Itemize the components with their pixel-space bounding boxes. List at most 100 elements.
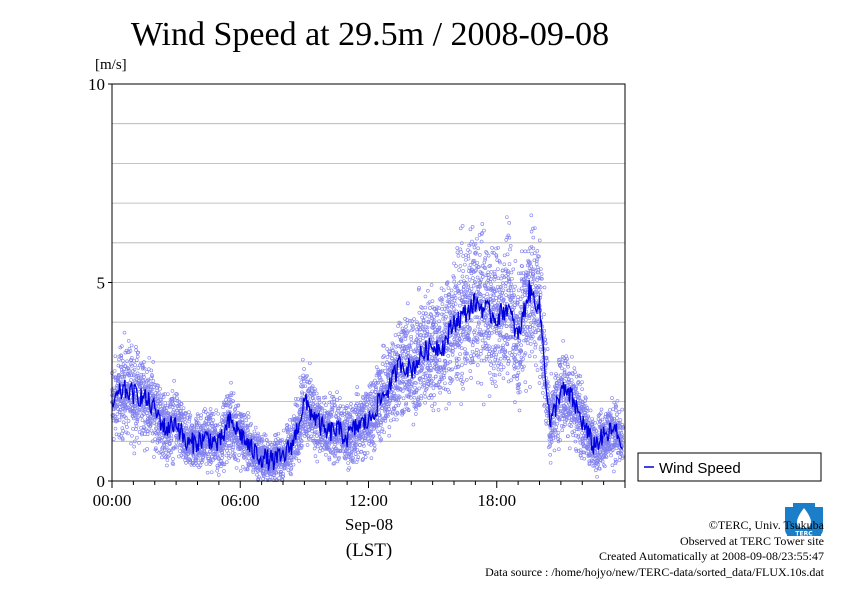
scatter-point — [191, 453, 196, 458]
scatter-point — [522, 364, 526, 369]
scatter-point — [132, 451, 137, 456]
scatter-point — [180, 421, 185, 425]
scatter-point — [294, 439, 299, 444]
scatter-point — [535, 249, 540, 253]
scatter-point — [491, 366, 496, 371]
scatter-point — [188, 413, 193, 418]
scatter-point — [423, 294, 428, 299]
scatter-point — [471, 276, 475, 280]
scatter-point — [274, 432, 279, 437]
scatter-point — [245, 423, 250, 428]
scatter-point — [111, 413, 115, 418]
scatter-point — [149, 368, 154, 373]
scatter-point — [149, 387, 153, 392]
scatter-point — [422, 391, 427, 395]
scatter-point — [524, 389, 528, 393]
scatter-point — [429, 352, 433, 357]
scatter-point — [171, 462, 176, 466]
scatter-point — [118, 378, 123, 382]
scatter-point — [223, 403, 228, 407]
scatter-point — [143, 421, 148, 425]
scatter-point — [484, 354, 489, 359]
scatter-point — [134, 358, 139, 362]
scatter-point — [211, 418, 216, 422]
scatter-point — [280, 478, 285, 483]
scatter-point — [501, 365, 506, 369]
scatter-point — [162, 406, 167, 411]
scatter-point — [196, 460, 201, 465]
scatter-point — [231, 442, 236, 447]
scatter-point — [355, 385, 360, 389]
scatter-point — [151, 360, 156, 364]
scatter-point — [129, 358, 133, 362]
scatter-point — [156, 394, 160, 399]
scatter-point — [204, 452, 209, 456]
scatter-point — [281, 474, 286, 479]
scatter-point — [187, 417, 192, 421]
scatter-point — [134, 424, 139, 428]
scatter-point — [458, 352, 462, 356]
scatter-point — [199, 413, 204, 417]
scatter-point — [149, 428, 154, 433]
scatter-point — [476, 380, 480, 385]
scatter-point — [450, 352, 455, 357]
scatter-point — [509, 378, 513, 383]
scatter-point — [296, 436, 301, 440]
scatter-point — [165, 440, 170, 445]
scatter-point — [127, 373, 131, 378]
scatter-point — [503, 284, 508, 289]
scatter-point — [423, 394, 428, 399]
scatter-point — [513, 259, 518, 263]
scatter-point — [338, 404, 343, 408]
scatter-point — [190, 423, 195, 428]
scatter-point — [346, 418, 350, 422]
scatter-point — [210, 411, 214, 416]
scatter-point — [401, 396, 406, 401]
scatter-point — [155, 449, 159, 453]
scatter-point — [140, 363, 145, 368]
scatter-point — [307, 386, 312, 391]
scatter-point — [460, 274, 465, 279]
scatter-point — [213, 432, 217, 437]
scatter-point — [411, 422, 416, 427]
scatter-point — [171, 398, 175, 403]
scatter-point — [129, 373, 134, 377]
scatter-point — [187, 410, 191, 415]
scatter-point — [387, 425, 392, 429]
scatter-point — [374, 365, 379, 369]
scatter-point — [259, 435, 264, 439]
scatter-point — [436, 408, 441, 412]
scatter-point — [132, 413, 137, 417]
scatter-point — [148, 422, 153, 426]
scatter-point — [454, 309, 459, 314]
scatter-point — [141, 411, 146, 415]
scatter-point — [400, 353, 405, 358]
scatter-point — [405, 321, 410, 325]
scatter-point — [438, 390, 442, 395]
scatter-point — [198, 463, 203, 468]
scatter-point — [443, 293, 448, 298]
scatter-point — [480, 222, 485, 226]
scatter-point — [461, 386, 465, 391]
scatter-point — [241, 426, 246, 430]
scatter-point — [317, 395, 321, 400]
scatter-point — [313, 439, 317, 443]
scatter-point — [132, 409, 137, 414]
scatter-point — [123, 350, 128, 355]
scatter-point — [494, 296, 498, 300]
scatter-point — [120, 344, 124, 348]
scatter-point — [507, 262, 512, 266]
scatter-point — [129, 441, 133, 446]
scatter-point — [175, 399, 180, 403]
scatter-point — [504, 293, 508, 297]
scatter-point — [134, 427, 138, 431]
scatter-point — [490, 274, 494, 279]
scatter-point — [347, 466, 351, 470]
scatter-point — [468, 227, 473, 232]
scatter-point — [333, 451, 338, 456]
scatter-point — [470, 224, 475, 229]
scatter-point — [343, 456, 348, 461]
scatter-point — [220, 452, 225, 457]
scatter-point — [320, 406, 324, 411]
scatter-point — [135, 411, 139, 416]
